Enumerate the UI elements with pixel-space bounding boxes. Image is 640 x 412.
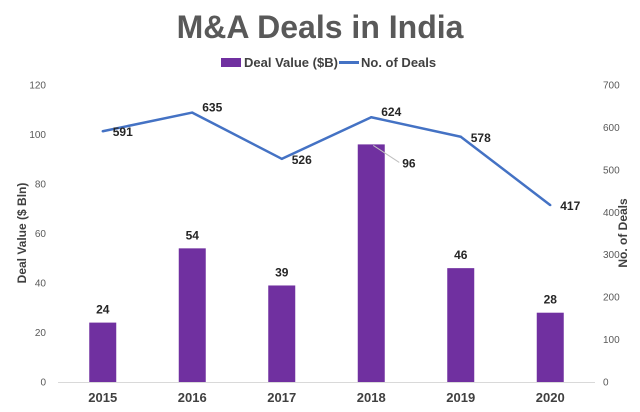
- bar-data-label: 96: [402, 156, 416, 170]
- legend-label-deals: No. of Deals: [361, 55, 436, 70]
- y2-tick-label: 0: [603, 378, 609, 389]
- bar-data-label: 24: [96, 303, 110, 317]
- y2-tick-label: 100: [603, 335, 620, 346]
- x-tick-label: 2015: [88, 390, 117, 405]
- line-point-no-of-deals: [459, 135, 462, 138]
- y2-tick-label: 600: [603, 123, 620, 134]
- y2-tick-label: 400: [603, 208, 620, 219]
- bar-data-label: 46: [454, 248, 468, 262]
- y-tick-label: 0: [40, 378, 46, 389]
- x-tick-label: 2019: [446, 390, 475, 405]
- line-data-label: 624: [381, 105, 401, 119]
- y2-tick-label: 200: [603, 293, 620, 304]
- line-data-label: 526: [292, 153, 312, 167]
- line-data-label: 417: [560, 199, 580, 213]
- bar-deal-value: [178, 248, 206, 382]
- y2-axis-title: No. of Deals: [616, 198, 630, 268]
- y-tick-label: 80: [35, 180, 47, 191]
- y2-tick-label: 500: [603, 165, 620, 176]
- bar-data-label: 28: [544, 293, 558, 307]
- chart-title: M&A Deals in India: [177, 9, 464, 45]
- bar-data-label: 39: [275, 265, 289, 279]
- line-point-no-of-deals: [549, 203, 552, 207]
- bar-deal-value: [536, 312, 564, 382]
- x-tick-label: 2020: [536, 390, 565, 405]
- line-no-of-deals: [102, 111, 552, 207]
- line-point-no-of-deals: [191, 111, 194, 114]
- y-tick-label: 100: [29, 130, 46, 141]
- line-data-label: 591: [113, 125, 133, 139]
- y-axis-title: Deal Value ($ Bln): [15, 183, 29, 284]
- y-tick-label: 120: [29, 81, 46, 92]
- legend-label-deal-value: Deal Value ($B): [244, 55, 338, 70]
- line-point-no-of-deals: [101, 130, 104, 133]
- bar-deal-value: [447, 268, 475, 382]
- y-tick-label: 40: [35, 279, 47, 290]
- line-data-label: 578: [471, 131, 491, 145]
- x-tick-label: 2018: [357, 390, 386, 405]
- legend-swatch-deal-value: [221, 58, 241, 67]
- line-point-no-of-deals: [370, 116, 373, 119]
- line-point-no-of-deals: [280, 157, 283, 161]
- y2-tick-label: 300: [603, 250, 620, 261]
- x-tick-label: 2017: [267, 390, 296, 405]
- x-tick-label: 2016: [178, 390, 207, 405]
- legend: Deal Value ($B) No. of Deals: [221, 55, 436, 70]
- y-tick-label: 20: [35, 328, 47, 339]
- data-label-leader: [372, 144, 400, 163]
- line-data-label: 635: [202, 101, 222, 115]
- y2-tick-label: 700: [603, 81, 620, 92]
- bar-deal-value: [268, 285, 296, 382]
- bar-data-label: 54: [186, 228, 200, 242]
- bar-deal-value: [357, 144, 385, 382]
- bar-deal-value: [89, 322, 117, 382]
- y-tick-label: 60: [35, 229, 47, 240]
